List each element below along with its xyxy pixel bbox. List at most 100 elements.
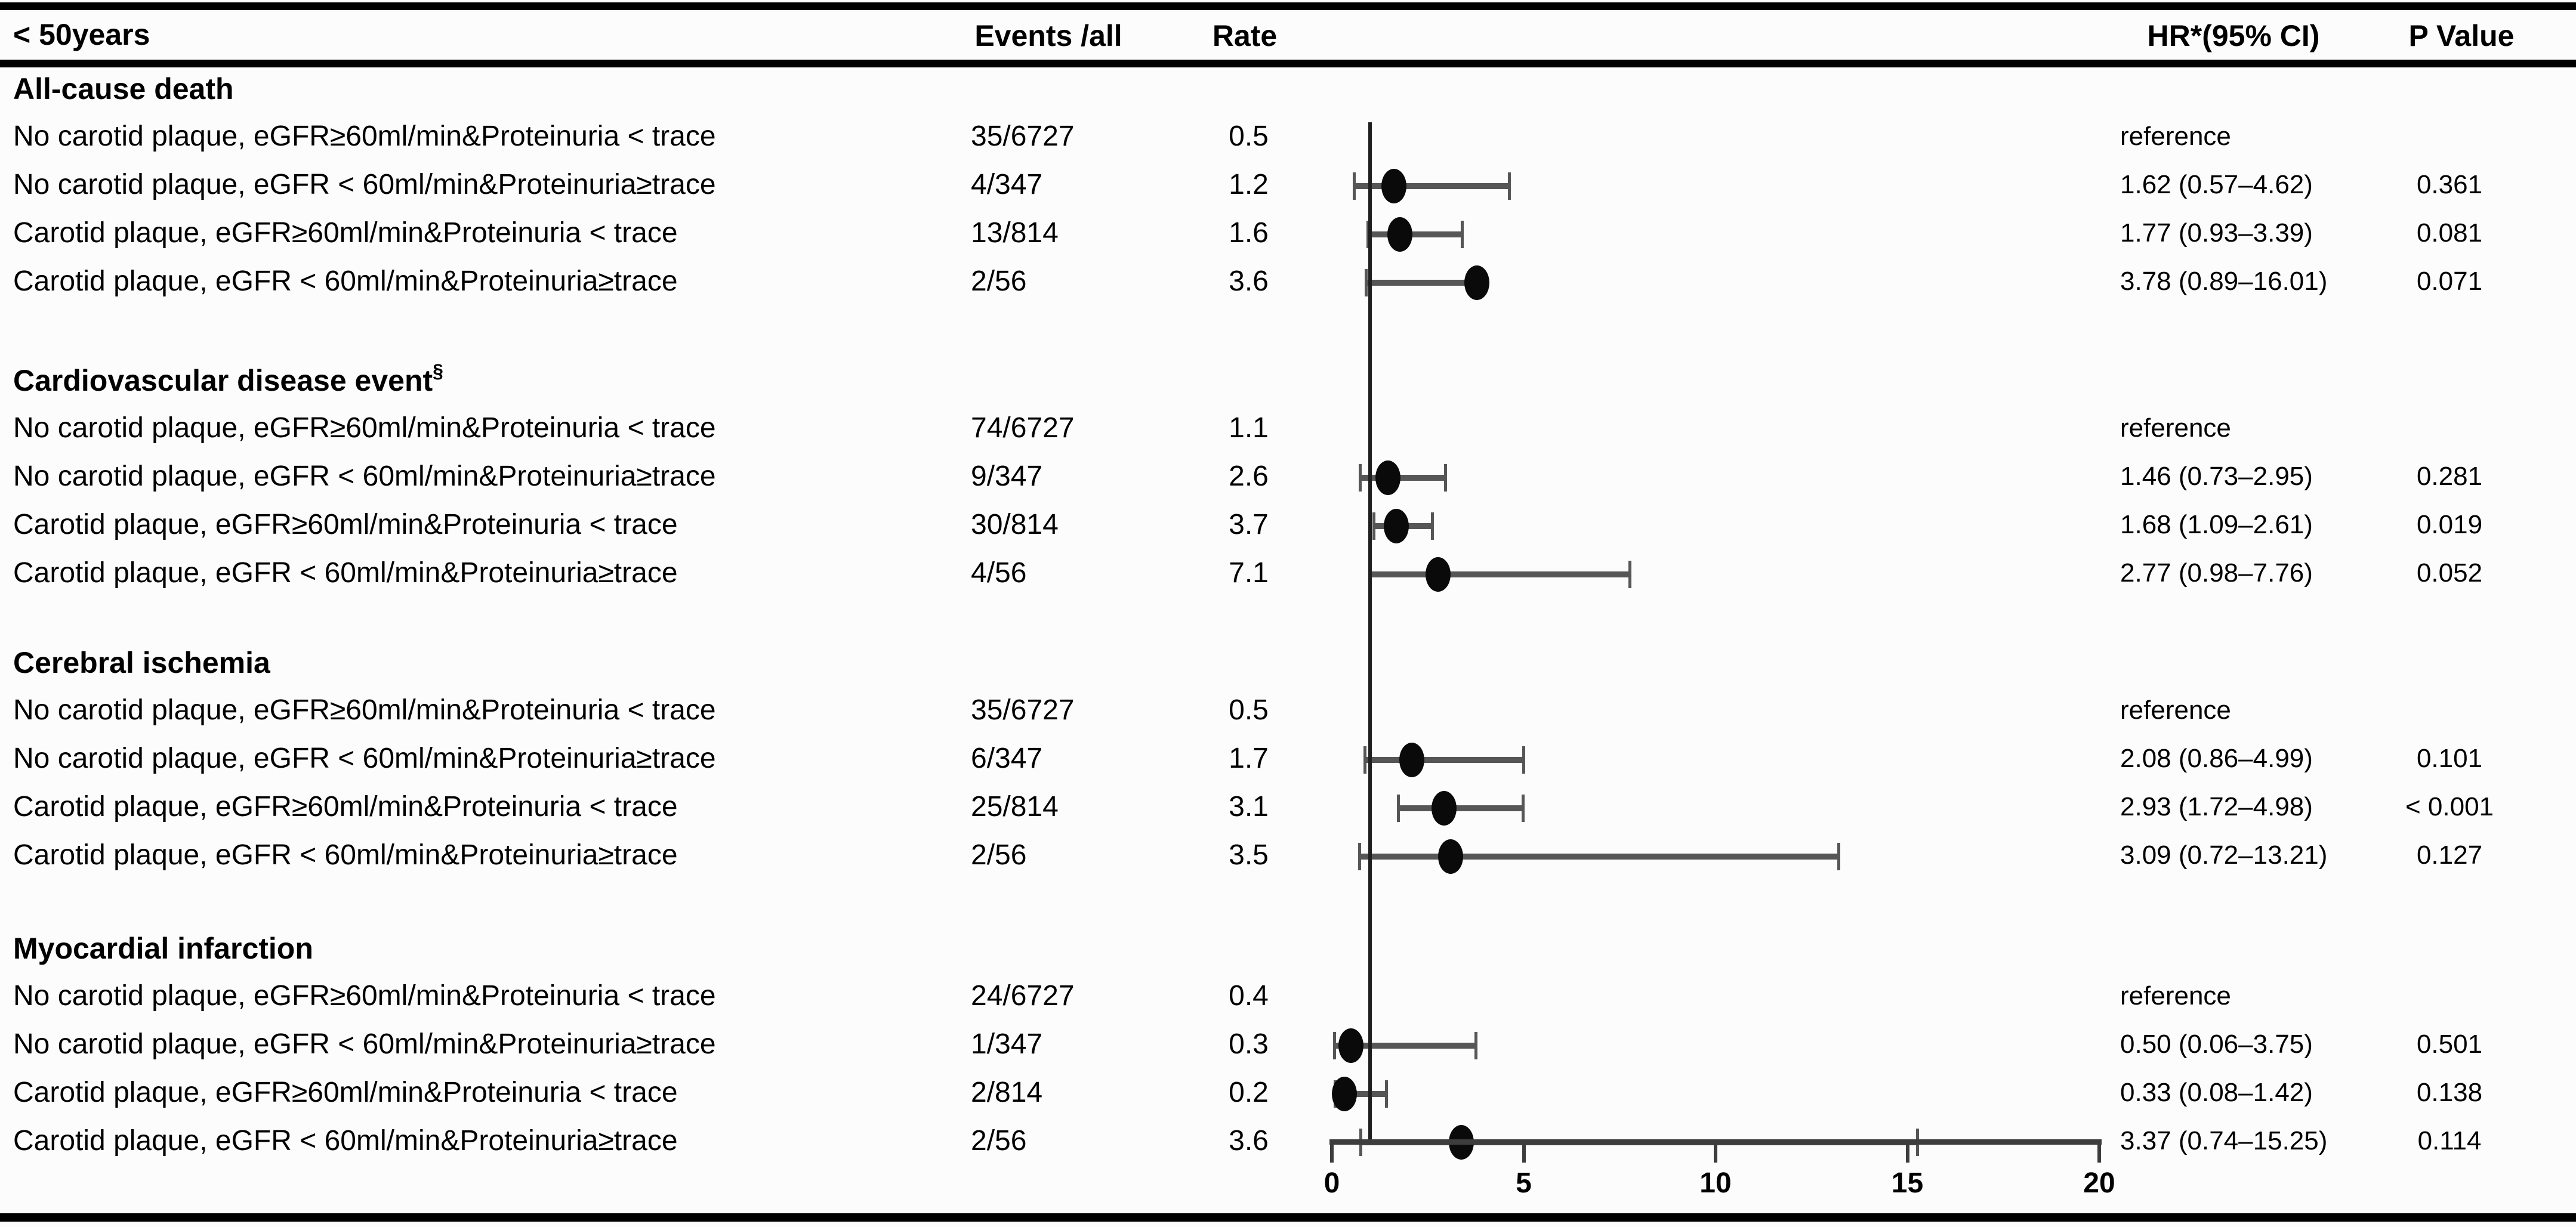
hr-ci-value: 1.77 (0.93–3.39) bbox=[2120, 218, 2313, 248]
rate-value: 3.1 bbox=[1229, 791, 1269, 823]
forest-dot bbox=[1399, 743, 1424, 777]
hr-ci-value: 1.68 (1.09–2.61) bbox=[2120, 510, 2313, 539]
events-value: 24/6727 bbox=[971, 980, 1075, 1012]
column-header-rate: Rate bbox=[1212, 19, 1278, 52]
ci-bar bbox=[1359, 475, 1445, 481]
rate-value: 1.6 bbox=[1229, 217, 1269, 249]
ci-cap-right bbox=[1474, 1032, 1478, 1059]
ci-cap-right bbox=[1385, 1080, 1389, 1108]
forest-dot bbox=[1437, 839, 1463, 874]
ci-cap-left bbox=[1372, 512, 1376, 540]
row-label: Carotid plaque, eGFR < 60ml/min&Proteinu… bbox=[13, 839, 678, 871]
rate-value: 0.4 bbox=[1229, 980, 1269, 1012]
forest-dot bbox=[1432, 791, 1457, 826]
column-header-pvalue: P Value bbox=[2408, 19, 2515, 52]
p-value: 0.052 bbox=[2416, 558, 2483, 588]
ci-bar bbox=[1367, 231, 1462, 237]
ci-bar bbox=[1353, 183, 1510, 189]
events-value: 6/347 bbox=[971, 743, 1043, 774]
hr-ci-value: reference bbox=[2120, 122, 2231, 151]
row-label: No carotid plaque, eGFR≥60ml/min&Protein… bbox=[13, 980, 716, 1012]
ci-cap-left bbox=[1358, 843, 1362, 870]
ci-bar bbox=[1397, 805, 1523, 811]
p-value: 0.501 bbox=[2416, 1030, 2483, 1059]
p-value: 0.127 bbox=[2416, 840, 2483, 870]
hr-ci-value: 0.33 (0.08–1.42) bbox=[2120, 1078, 2313, 1107]
events-value: 4/56 bbox=[971, 557, 1027, 589]
x-axis-tick-label: 15 bbox=[1891, 1167, 1924, 1199]
x-axis-tick-label: 0 bbox=[1324, 1167, 1340, 1199]
ci-bar bbox=[1365, 757, 1523, 763]
p-value: 0.361 bbox=[2416, 170, 2483, 199]
hr-ci-value: 3.37 (0.74–15.25) bbox=[2120, 1126, 2328, 1155]
row-label: No carotid plaque, eGFR≥60ml/min&Protein… bbox=[13, 120, 716, 152]
ci-cap-left bbox=[1365, 269, 1368, 296]
row-label: No carotid plaque, eGFR < 60ml/min&Prote… bbox=[13, 1028, 716, 1060]
row-label: Carotid plaque, eGFR≥60ml/min&Proteinuri… bbox=[13, 217, 678, 249]
ci-cap-right bbox=[1522, 746, 1525, 774]
bottom-rule bbox=[0, 1213, 2576, 1222]
section-title-text: All-cause death bbox=[13, 72, 234, 106]
rate-value: 0.5 bbox=[1229, 694, 1269, 726]
section-title-text: Myocardial infarction bbox=[13, 932, 313, 965]
hr-ci-value: 1.62 (0.57–4.62) bbox=[2120, 170, 2313, 199]
rate-value: 1.2 bbox=[1229, 169, 1269, 200]
rate-value: 0.3 bbox=[1229, 1028, 1269, 1060]
events-value: 2/56 bbox=[971, 265, 1027, 297]
ci-bar bbox=[1334, 1043, 1476, 1049]
p-value: 0.138 bbox=[2416, 1078, 2483, 1107]
p-value: 0.101 bbox=[2416, 744, 2483, 773]
section-title-superscript: § bbox=[433, 360, 443, 382]
header-rule bbox=[0, 60, 2576, 67]
forest-dot bbox=[1338, 1028, 1364, 1063]
top-rule bbox=[0, 2, 2576, 10]
p-value: 0.114 bbox=[2417, 1126, 2482, 1155]
events-value: 74/6727 bbox=[971, 412, 1075, 444]
row-label: Carotid plaque, eGFR < 60ml/min&Proteinu… bbox=[13, 557, 678, 589]
rate-value: 3.6 bbox=[1229, 1125, 1269, 1157]
events-value: 30/814 bbox=[971, 509, 1059, 540]
p-value: 0.071 bbox=[2416, 267, 2483, 296]
section-title: Cerebral ischemia bbox=[13, 646, 270, 681]
rate-value: 3.7 bbox=[1229, 509, 1269, 540]
row-label: Carotid plaque, eGFR≥60ml/min&Proteinuri… bbox=[13, 791, 678, 823]
row-label: No carotid plaque, eGFR < 60ml/min&Prote… bbox=[13, 460, 716, 492]
hr-reference-line bbox=[1368, 122, 1372, 1145]
section-title: All-cause death bbox=[13, 72, 234, 107]
rate-value: 3.5 bbox=[1229, 839, 1269, 871]
x-axis-tick bbox=[1330, 1145, 1334, 1163]
section-title: Cardiovascular disease event§ bbox=[13, 360, 443, 398]
events-value: 9/347 bbox=[971, 460, 1043, 492]
x-axis-tick-label: 5 bbox=[1516, 1167, 1532, 1199]
rate-value: 1.1 bbox=[1229, 412, 1269, 444]
forest-dot bbox=[1384, 509, 1409, 543]
p-value: 0.019 bbox=[2416, 510, 2483, 539]
figure-group-title: < 50years bbox=[13, 18, 150, 51]
row-label: No carotid plaque, eGFR≥60ml/min&Protein… bbox=[13, 694, 716, 726]
hr-ci-value: reference bbox=[2120, 981, 2231, 1010]
row-label: Carotid plaque, eGFR < 60ml/min&Proteinu… bbox=[13, 265, 678, 297]
x-axis-tick bbox=[1522, 1145, 1526, 1163]
ci-cap-left bbox=[1363, 746, 1367, 774]
ci-bar bbox=[1335, 1091, 1387, 1097]
rate-value: 0.2 bbox=[1229, 1077, 1269, 1108]
ci-cap-right bbox=[1443, 464, 1447, 492]
section-title-text: Cardiovascular disease event bbox=[13, 364, 433, 397]
section-title: Myocardial infarction bbox=[13, 932, 313, 966]
hr-ci-value: 0.50 (0.06–3.75) bbox=[2120, 1030, 2313, 1059]
x-axis-tick bbox=[1905, 1145, 1909, 1163]
p-value: 0.081 bbox=[2416, 218, 2483, 248]
hr-ci-value: 3.09 (0.72–13.21) bbox=[2120, 840, 2328, 870]
rate-value: 7.1 bbox=[1229, 557, 1269, 589]
row-label: Carotid plaque, eGFR≥60ml/min&Proteinuri… bbox=[13, 509, 678, 540]
ci-bar bbox=[1359, 854, 1839, 860]
ci-bar bbox=[1366, 280, 1477, 286]
hr-ci-value: reference bbox=[2120, 413, 2231, 443]
row-label: No carotid plaque, eGFR < 60ml/min&Prote… bbox=[13, 169, 716, 200]
hr-ci-value: 2.93 (1.72–4.98) bbox=[2120, 792, 2313, 821]
ci-cap-right bbox=[1508, 172, 1511, 200]
events-value: 2/56 bbox=[971, 1125, 1027, 1157]
ci-cap-left bbox=[1358, 464, 1362, 492]
x-axis-tick-label: 20 bbox=[2083, 1167, 2115, 1199]
